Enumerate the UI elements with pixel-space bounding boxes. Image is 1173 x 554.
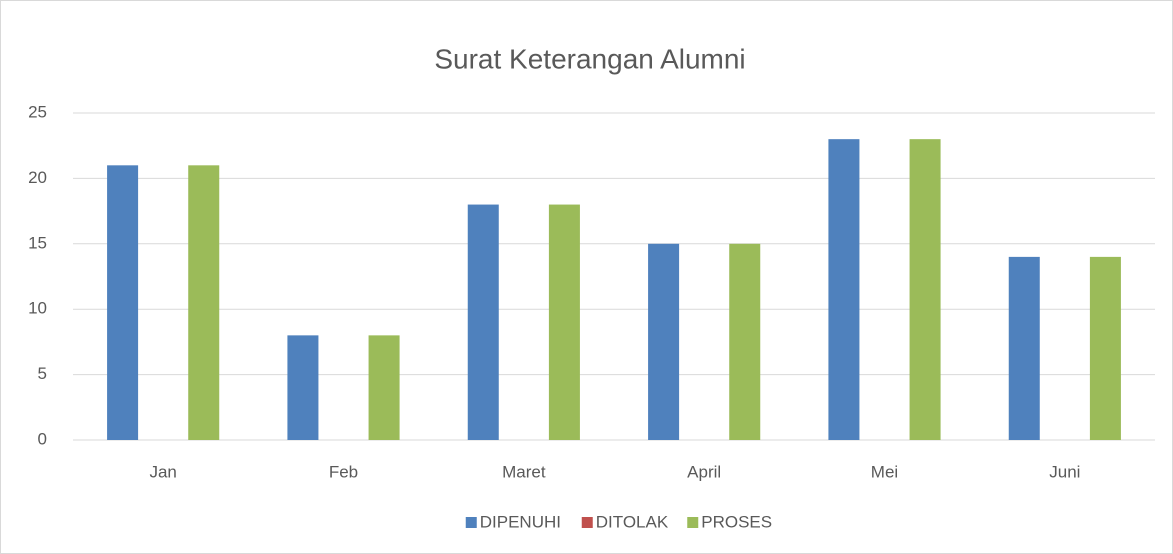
legend-label: DIPENUHI — [480, 512, 561, 531]
legend-label: PROSES — [701, 512, 772, 531]
bar — [548, 204, 580, 440]
x-tick-label: Maret — [502, 462, 546, 481]
y-tick-label: 20 — [28, 168, 47, 187]
legend-label: DITOLAK — [596, 512, 669, 531]
bar — [828, 139, 860, 440]
bar — [729, 243, 761, 440]
x-tick-label: Feb — [329, 462, 358, 481]
bar — [107, 165, 139, 440]
chart-title: Surat Keterangan Alumni — [434, 43, 745, 74]
bar — [909, 139, 941, 440]
y-tick-label: 0 — [38, 429, 47, 448]
bar — [467, 204, 499, 440]
legend-swatch — [687, 517, 699, 528]
x-tick-label: Jan — [149, 462, 176, 481]
bar — [1089, 256, 1121, 440]
legend-swatch — [465, 517, 477, 528]
bar — [287, 335, 319, 440]
bar — [188, 165, 220, 440]
y-tick-label: 5 — [38, 364, 47, 383]
x-tick-label: Mei — [871, 462, 898, 481]
y-tick-label: 15 — [28, 233, 47, 252]
bar — [1008, 256, 1040, 440]
bar — [368, 335, 400, 440]
y-tick-label: 10 — [28, 299, 47, 318]
x-tick-label: April — [687, 462, 721, 481]
bar — [648, 243, 680, 440]
y-tick-label: 25 — [28, 102, 47, 121]
x-tick-label: Juni — [1049, 462, 1080, 481]
legend-swatch — [581, 517, 593, 528]
